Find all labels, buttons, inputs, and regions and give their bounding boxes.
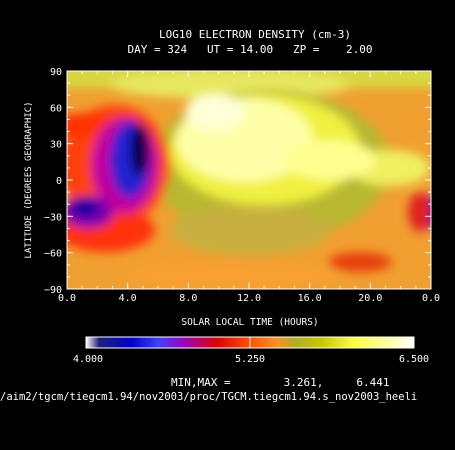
x-axis: 0.0 4.0 8.0 12.0 16.0 20.0 0.0 (58, 71, 440, 304)
colorbar-min-label: 4.000 (73, 354, 103, 365)
chart-subtitle: DAY = 324 UT = 14.00 ZP = 2.00 (127, 43, 372, 56)
x-tick-label: 8.0 (179, 293, 197, 304)
y-tick-label: 90 (50, 67, 62, 78)
y-tick-label: −30 (44, 212, 62, 223)
x-axis-label: SOLAR LOCAL TIME (HOURS) (181, 317, 318, 328)
x-tick-label: 12.0 (237, 293, 261, 304)
y-tick-label: −90 (44, 285, 62, 296)
colorbar-max-label: 6.500 (399, 354, 429, 365)
y-tick-label: 60 (50, 103, 62, 114)
y-tick-label: −60 (44, 249, 62, 260)
y-tick-label: 30 (50, 140, 62, 151)
x-tick-label: 20.0 (358, 293, 382, 304)
x-tick-label: 16.0 (298, 293, 322, 304)
y-axis-label: LATITUDE (DEGREES GEOGRAPHIC) (24, 101, 34, 258)
chart-title: LOG10 ELECTRON DENSITY (cm-3) (159, 28, 351, 41)
colorbar-mid-label: 5.250 (235, 354, 265, 365)
y-axis: 90 60 30 0 −30 −60 −90 (44, 67, 431, 296)
file-path: /aim2/tgcm/tiegcm1.94/nov2003/proc/TGCM.… (0, 391, 417, 403)
x-tick-label: 0.0 (58, 293, 76, 304)
y-tick-label: 0 (56, 176, 62, 187)
minmax-readout: MIN,MAX = 3.261, 6.441 (171, 376, 390, 389)
x-tick-label: 0.0 (422, 293, 440, 304)
x-tick-label: 4.0 (119, 293, 137, 304)
heatmap-field (67, 71, 431, 289)
colorbar: 4.000 5.250 6.500 (73, 336, 429, 365)
